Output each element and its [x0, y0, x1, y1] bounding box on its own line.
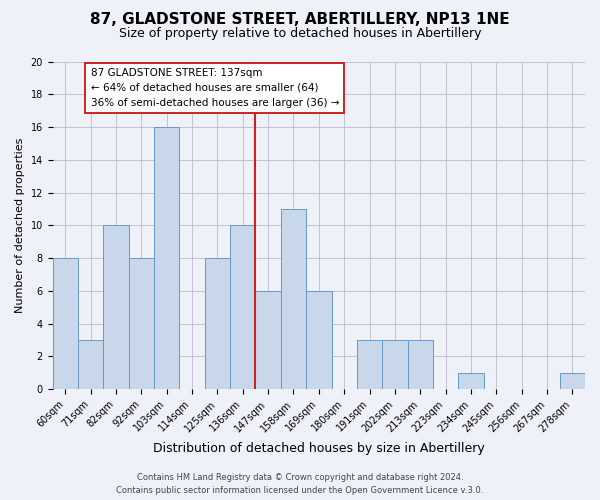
Bar	[154, 127, 179, 389]
Text: 87 GLADSTONE STREET: 137sqm
← 64% of detached houses are smaller (64)
36% of sem: 87 GLADSTONE STREET: 137sqm ← 64% of det…	[91, 68, 339, 108]
Bar	[53, 258, 78, 389]
Text: 87, GLADSTONE STREET, ABERTILLERY, NP13 1NE: 87, GLADSTONE STREET, ABERTILLERY, NP13 …	[90, 12, 510, 28]
X-axis label: Distribution of detached houses by size in Abertillery: Distribution of detached houses by size …	[153, 442, 485, 455]
Bar	[230, 226, 256, 389]
Bar	[306, 291, 332, 389]
Bar	[407, 340, 433, 389]
Bar	[281, 209, 306, 389]
Bar	[357, 340, 382, 389]
Text: Size of property relative to detached houses in Abertillery: Size of property relative to detached ho…	[119, 28, 481, 40]
Bar	[256, 291, 281, 389]
Bar	[560, 372, 585, 389]
Text: Contains HM Land Registry data © Crown copyright and database right 2024.
Contai: Contains HM Land Registry data © Crown c…	[116, 473, 484, 495]
Y-axis label: Number of detached properties: Number of detached properties	[15, 138, 25, 313]
Bar	[382, 340, 407, 389]
Bar	[129, 258, 154, 389]
Bar	[458, 372, 484, 389]
Bar	[103, 226, 129, 389]
Bar	[78, 340, 103, 389]
Bar	[205, 258, 230, 389]
